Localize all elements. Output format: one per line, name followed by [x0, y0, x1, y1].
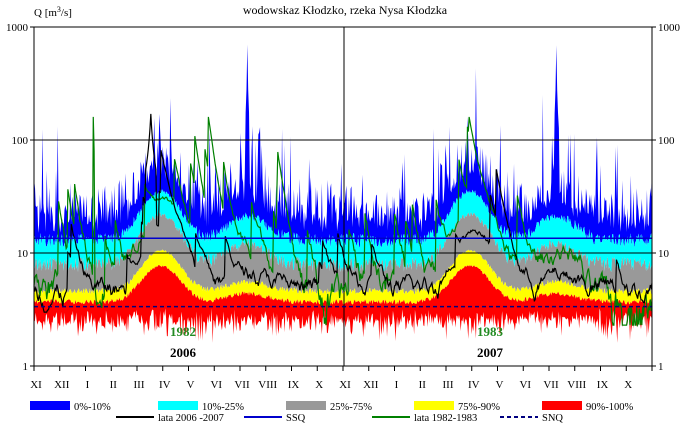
legend: 0%-10% 10%-25% 25%-75% 75%-90% 90%-100% lata …: [30, 401, 633, 423]
series-line-2006-2007: [33, 113, 653, 313]
month-label: X: [624, 379, 632, 391]
month-label: XI: [339, 379, 351, 391]
month-label: XI: [30, 379, 42, 391]
year-label-top: 1983: [477, 324, 504, 339]
year-label-bottom: 2007: [477, 345, 504, 360]
month-label: IX: [597, 379, 609, 391]
legend-swatch: [158, 401, 198, 410]
percentile-bands: [34, 44, 652, 343]
month-label: II: [419, 379, 427, 391]
month-label: VII: [234, 379, 250, 391]
series-lines: [33, 113, 653, 328]
legend-label: 0%-10%: [74, 402, 111, 413]
y-tick-labels: 1 1 10 10 100 100 1000 1000: [6, 22, 680, 373]
legend-label: 10%-25%: [202, 402, 244, 413]
month-label: I: [395, 379, 399, 391]
legend-swatch: [286, 401, 326, 410]
legend-swatch: [30, 401, 70, 410]
series-line-1982-1983: [33, 116, 653, 328]
y-tick-label-right: 1000: [658, 22, 680, 34]
legend-label: lata 1982-1983: [414, 413, 477, 423]
month-label: V: [187, 379, 195, 391]
plot-frame: [30, 26, 656, 371]
month-label: XII: [363, 379, 379, 391]
month-label: IV: [468, 379, 480, 391]
month-label: VII: [543, 379, 559, 391]
year-label-bottom: 2006: [170, 345, 197, 360]
month-label: III: [134, 379, 145, 391]
legend-label: 25%-75%: [330, 402, 372, 413]
y-tick-label-left: 10: [17, 248, 29, 260]
month-labels: XI XII I II III IV V VI VII VIII IX X XI XII I II III IV V…: [30, 379, 632, 391]
month-label: I: [86, 379, 90, 391]
year-labels: 1982 2006 1983 2007: [170, 324, 504, 360]
month-label: II: [110, 379, 118, 391]
legend-label: 90%-100%: [586, 402, 633, 413]
legend-label: SSQ: [286, 413, 306, 423]
y-tick-label-left: 100: [12, 135, 29, 147]
month-label: VIII: [258, 379, 277, 391]
month-label: VIII: [567, 379, 586, 391]
legend-label: 75%-90%: [458, 402, 500, 413]
month-label: V: [496, 379, 504, 391]
month-label: IX: [288, 379, 300, 391]
month-label: VI: [210, 379, 222, 391]
band-25-75: [34, 212, 652, 295]
y-axis-label: Q [m3/s]: [34, 5, 72, 20]
band-90-100: [34, 265, 652, 343]
month-label: XII: [54, 379, 70, 391]
legend-swatch: [414, 401, 454, 410]
month-label: X: [315, 379, 323, 391]
y-tick-label-right: 100: [658, 135, 675, 147]
month-label: VI: [519, 379, 531, 391]
legend-swatch: [542, 401, 582, 410]
y-tick-label-left: 1000: [6, 22, 29, 34]
y-tick-label-right: 1: [658, 361, 664, 373]
y-tick-label-left: 1: [23, 361, 29, 373]
y-tick-label-right: 10: [658, 248, 670, 260]
legend-label: SNQ: [542, 413, 563, 423]
chart-title: wodowskaz Kłodzko, rzeka Nysa Kłodzka: [243, 3, 448, 17]
year-label-top: 1982: [170, 324, 196, 339]
month-label: III: [443, 379, 454, 391]
band-0-10: [34, 44, 652, 249]
legend-label: lata 2006 -2007: [158, 413, 224, 423]
month-label: IV: [159, 379, 171, 391]
